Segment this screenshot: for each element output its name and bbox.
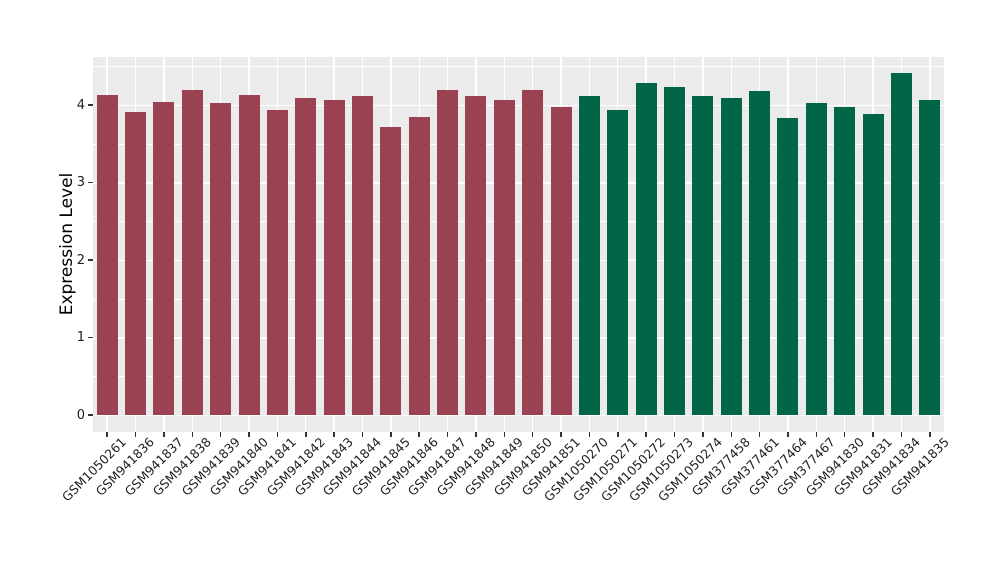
bar-GSM941842: [295, 98, 317, 415]
x-axis-tick: [815, 432, 818, 437]
y-axis-tick: [88, 414, 93, 416]
x-axis-tick: [645, 432, 647, 437]
x-axis-tick: [531, 432, 534, 437]
bar-GSM941838: [181, 89, 203, 415]
bar-GSM941840: [238, 94, 260, 415]
x-axis-tick: [134, 432, 137, 437]
gridline-major: [93, 259, 944, 261]
x-axis-tick: [191, 432, 194, 437]
plot-panel: [93, 57, 944, 432]
y-axis-tick: [88, 181, 93, 184]
bar-GSM1050270: [578, 95, 600, 415]
y-tick-label: 2: [76, 252, 85, 268]
bar-GSM941844: [351, 95, 373, 415]
x-axis-tick: [333, 432, 335, 437]
y-axis-tick: [88, 259, 93, 261]
x-axis-tick: [617, 432, 619, 437]
bar-GSM377464: [777, 118, 799, 415]
x-axis-tick: [758, 432, 761, 437]
bar-GSM941837: [153, 101, 175, 415]
x-axis-tick: [418, 432, 420, 437]
bar-GSM377461: [749, 91, 771, 415]
bar-GSM941830: [834, 106, 856, 415]
y-axis-tick: [88, 336, 93, 339]
gridline-major: [93, 414, 944, 416]
x-axis-tick: [872, 432, 874, 437]
bar-GSM941839: [210, 102, 232, 415]
bar-GSM941851: [550, 107, 572, 415]
bar-GSM941834: [890, 73, 912, 415]
x-axis-tick: [673, 432, 676, 437]
x-axis-tick: [446, 432, 449, 437]
x-axis-tick: [588, 432, 591, 437]
x-axis-tick: [900, 432, 903, 437]
y-tick-label: 3: [76, 175, 85, 190]
y-tick-label: 0: [76, 407, 85, 423]
y-tick-label: 4: [76, 97, 85, 113]
x-axis-tick: [702, 432, 704, 437]
x-axis-tick: [843, 432, 846, 437]
bar-GSM941847: [437, 90, 459, 415]
bar-GSM941843: [323, 100, 345, 415]
x-axis-tick: [305, 432, 307, 437]
bar-GSM941836: [125, 111, 147, 415]
bar-GSM1050261: [96, 94, 118, 415]
gridline-minor: [93, 298, 944, 300]
bar-GSM941831: [862, 113, 884, 415]
x-axis-tick: [390, 432, 392, 437]
x-axis-tick: [475, 432, 477, 437]
gridline-major: [93, 182, 944, 184]
gridline-minor: [93, 143, 944, 145]
x-axis-tick: [219, 432, 222, 437]
x-axis-tick: [787, 432, 789, 437]
gridline-major: [93, 337, 944, 339]
bar-GSM941849: [493, 100, 515, 415]
x-axis-tick: [248, 432, 250, 437]
x-axis-tick: [929, 432, 931, 437]
x-axis-tick: [503, 432, 506, 437]
x-axis-tick: [361, 432, 364, 437]
x-axis-tick: [730, 432, 732, 437]
x-axis-tick: [276, 432, 279, 437]
y-axis-tick: [88, 104, 93, 106]
bar-GSM377458: [720, 98, 742, 415]
bar-GSM941850: [522, 89, 544, 415]
gridline-minor: [93, 221, 944, 223]
bar-GSM941845: [380, 127, 402, 415]
bar-GSM941841: [266, 109, 288, 415]
x-axis-tick: [106, 432, 108, 437]
bar-GSM1050271: [607, 109, 629, 415]
gridline-minor: [93, 66, 944, 68]
y-axis-title: Expression Level: [57, 172, 77, 316]
bar-GSM1050272: [635, 83, 657, 415]
bar-GSM941848: [465, 95, 487, 415]
gridline-major: [93, 104, 944, 106]
y-tick-label: 1: [76, 330, 85, 345]
bar-GSM377467: [805, 103, 827, 415]
x-axis-tick: [163, 432, 165, 437]
x-axis-tick: [560, 432, 562, 437]
gridline-minor: [93, 376, 944, 378]
bar-GSM941846: [408, 116, 430, 415]
bar-GSM941835: [919, 100, 941, 415]
bar-GSM1050274: [692, 95, 714, 415]
bar-GSM1050273: [664, 87, 686, 415]
